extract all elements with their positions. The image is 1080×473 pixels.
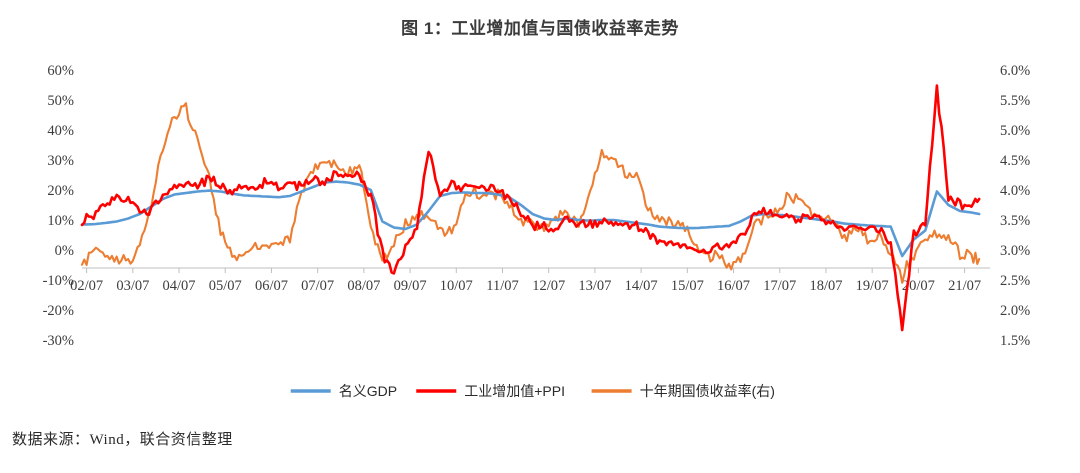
left-axis-tick: -10%: [43, 273, 74, 289]
series-line: [80, 102, 981, 284]
x-axis-tick: 08/07: [347, 278, 380, 294]
x-axis-tick: 11/07: [486, 278, 519, 294]
left-axis-tick: 30%: [47, 153, 74, 169]
legend-label: 工业增加值+PPI: [464, 383, 565, 399]
x-axis-tick: 17/07: [763, 278, 796, 294]
x-axis-tick: 04/07: [163, 278, 196, 294]
axis-lines: [82, 267, 990, 273]
left-axis-tick: 20%: [47, 183, 74, 199]
x-axis-tick: 13/07: [578, 278, 611, 294]
right-axis-tick: 2.0%: [1000, 303, 1030, 319]
left-axis-tick: -20%: [43, 303, 74, 319]
x-axis-tick: 12/07: [532, 278, 565, 294]
right-axis-tick: 3.5%: [1000, 213, 1030, 229]
left-axis-tick: 60%: [47, 63, 74, 79]
x-axis-tick: 06/07: [255, 278, 288, 294]
x-axis-tick: 14/07: [625, 278, 658, 294]
source-note: 数据来源：Wind，联合资信整理: [12, 432, 233, 448]
x-axis-tick-labels: 02/07 03/07 04/07 05/07 06/07 07/07 08/07 09/07…: [70, 278, 981, 294]
series-line: [80, 84, 981, 332]
right-axis-tick: 4.0%: [1000, 183, 1030, 199]
left-axis-tick-labels: 60% 50% 40% 30% 20% 10% 0% -10% -20% -30%: [43, 63, 74, 349]
x-axis-tick: 10/07: [440, 278, 473, 294]
left-axis-tick: -30%: [43, 333, 74, 349]
left-axis-tick: 10%: [47, 213, 74, 229]
left-axis-tick: 50%: [47, 93, 74, 109]
x-axis-tick: 21/07: [948, 278, 981, 294]
chart-legend: 名义GDP 工业增加值+PPI 十年期国债收益率(右): [290, 383, 775, 399]
legend-label: 名义GDP: [339, 383, 397, 399]
chart-plot-area: 60% 50% 40% 30% 20% 10% 0% -10% -20% -30% 6.0% 5.5…: [43, 63, 1031, 399]
x-axis-tick: 02/07: [70, 278, 103, 294]
series-lines: [80, 84, 981, 332]
right-axis-tick: 2.5%: [1000, 273, 1030, 289]
x-axis-tick: 03/07: [116, 278, 149, 294]
right-axis-tick: 4.5%: [1000, 153, 1030, 169]
x-axis-tick: 15/07: [671, 278, 704, 294]
x-axis-tick: 09/07: [394, 278, 427, 294]
legend-item[interactable]: 十年期国债收益率(右): [591, 383, 775, 399]
x-axis-tick: 07/07: [301, 278, 334, 294]
right-axis-tick: 3.0%: [1000, 243, 1030, 259]
right-axis-tick: 1.5%: [1000, 333, 1030, 349]
x-axis-tick: 18/07: [809, 278, 842, 294]
legend-item[interactable]: 工业增加值+PPI: [416, 383, 565, 399]
legend-item[interactable]: 名义GDP: [290, 383, 397, 399]
left-axis-tick: 40%: [47, 123, 74, 139]
chart-title: 图 1：工业增加值与国债收益率走势: [401, 19, 679, 38]
right-axis-tick: 5.0%: [1000, 123, 1030, 139]
right-axis-tick-labels: 6.0% 5.5% 5.0% 4.5% 4.0% 3.5% 3.0% 2.5% 2.0% 1.5%: [1000, 63, 1030, 349]
x-axis-tick: 16/07: [717, 278, 750, 294]
right-axis-tick: 5.5%: [1000, 93, 1030, 109]
x-axis-tick: 05/07: [209, 278, 242, 294]
left-axis-tick: 0%: [55, 243, 74, 259]
x-axis-tick: 19/07: [856, 278, 889, 294]
legend-label: 十年期国债收益率(右): [640, 383, 775, 399]
right-axis-tick: 6.0%: [1000, 63, 1030, 79]
x-axis-tick: 20/07: [902, 278, 935, 294]
